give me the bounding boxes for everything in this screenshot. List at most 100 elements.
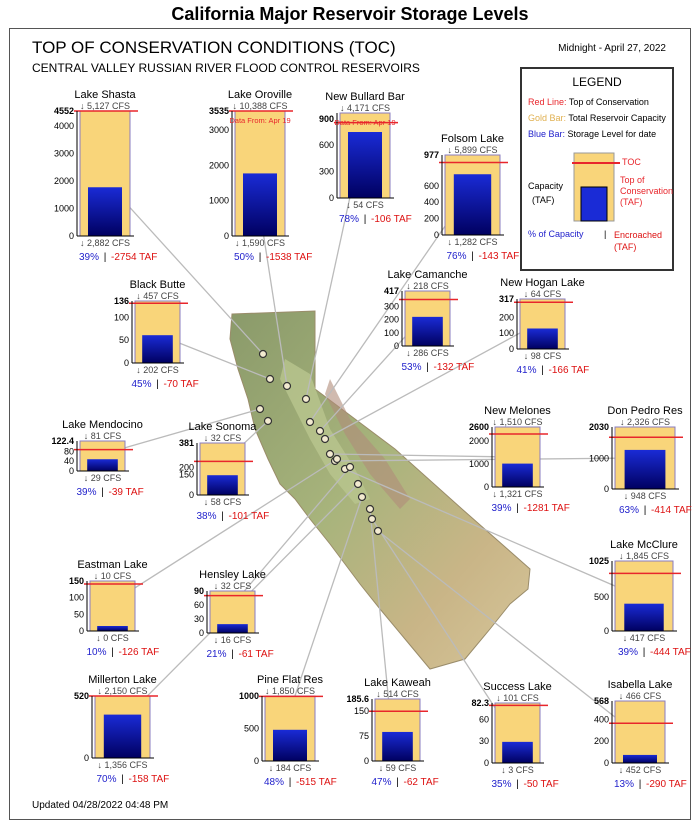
folsom-lake-separator: | [471,251,474,262]
lake-shasta-tick-label: 4552 [54,106,74,116]
don-pedro-res-pct-capacity: 63% [619,505,639,516]
lake-oroville-storage-bar [243,173,277,236]
eastman-lake-chart: Eastman Lake↓ 10 CFS 150 100 50 0 ↓ 0 CFS 10% |… [69,559,159,658]
legend-blue-bar-key: Blue Bar: [528,129,566,139]
lake-camanche-pct-capacity: 53% [401,362,421,373]
black-butte-outflow: ↓ 202 CFS [136,365,179,375]
lake-oroville-outflow: ↓ 1,590 CFS [235,238,285,248]
lake-shasta-outflow: ↓ 2,882 CFS [80,238,130,248]
new-melones-tick-label: 2600 [469,422,489,432]
eastman-lake-outflow: ↓ 0 CFS [96,633,129,643]
hensley-lake-tick-label: 30 [194,614,204,624]
lake-camanche-tick-label: 100 [384,328,399,338]
hensley-lake-separator: | [231,649,234,660]
success-lake-tick-label: 0 [484,758,489,768]
lake-shasta-tick-label: 0 [69,231,74,241]
legend: LEGEND Red Line: Top of Conservation Gol… [520,67,674,271]
success-lake-chart: Success Lake↓ 101 CFS 82.3 60 30 0 ↓ 3 CFS 35%… [471,681,558,790]
lake-sonoma-tick-label: 0 [189,490,194,500]
lake-shasta-tick-label: 2000 [54,176,74,186]
success-lake-outflow: ↓ 3 CFS [501,765,534,775]
isabella-lake-name: Isabella Lake [608,679,673,691]
folsom-lake-leader-line [309,194,468,423]
folsom-lake-storage-bar [453,174,492,235]
folsom-lake-map-marker [305,417,315,427]
eastman-lake-leader-line [106,458,338,607]
legend-capacity-label: Capacity [528,181,564,191]
folsom-lake-tick-label: 0 [434,230,439,240]
lake-sonoma-encroached: -101 TAF [229,511,270,522]
lake-sonoma-pct-capacity: 38% [196,511,216,522]
folsom-lake-outflow: ↓ 1,282 CFS [447,237,497,247]
eastman-lake-inflow: ↓ 10 CFS [94,571,132,581]
success-lake-separator: | [516,779,519,790]
lake-camanche-outflow: ↓ 286 CFS [406,348,449,358]
hensley-lake-pct-capacity: 21% [206,649,226,660]
legend-top-of-conservation: Top of Conservation (TAF) [620,175,674,207]
legend-red-line-key: Red Line: [528,97,567,107]
lake-camanche-storage-bar [412,316,443,346]
pine-flat-res-tick-label: 1000 [239,691,259,701]
report-date: Midnight - April 27, 2022 [558,43,666,54]
lake-oroville-tick-label: 1000 [209,196,229,206]
new-bullard-bar-inflow: ↓ 4,171 CFS [340,103,390,113]
millerton-lake-tick-label: 520 [74,691,89,701]
new-melones-outflow: ↓ 1,321 CFS [492,489,542,499]
hensley-lake-leader-line [226,466,351,613]
pine-flat-res-separator: | [289,777,292,788]
lake-kaweah-tick-label: 75 [359,731,369,741]
new-melones-separator: | [516,503,519,514]
new-hogan-lake-chart: New Hogan Lake↓ 64 CFS 317 200 100 0 ↓ 98 CFS… [499,277,589,376]
lake-oroville-tick-label: 2000 [209,160,229,170]
millerton-lake-inflow: ↓ 2,150 CFS [97,686,147,696]
updated-timestamp: Updated 04/28/2022 04:48 PM [32,800,169,811]
new-melones-tick-label: 0 [484,482,489,492]
lake-mcclure-outflow: ↓ 417 CFS [623,633,666,643]
lake-shasta-pct-capacity: 39% [79,252,99,263]
millerton-lake-separator: | [121,774,124,785]
isabella-lake-leader-line [377,530,635,733]
hensley-lake-chart: Hensley Lake↓ 32 CFS 90 60 30 0 ↓ 16 CFS 21% | -… [194,569,274,660]
lake-sonoma-storage-bar [207,475,238,495]
folsom-lake-tick-label: 977 [424,150,439,160]
black-butte-inflow: ↓ 457 CFS [136,291,179,301]
pine-flat-res-map-marker [357,492,367,502]
lake-shasta-tick-label: 4000 [54,121,74,131]
lake-mendocino-tick-label: 80 [64,446,74,456]
millerton-lake-chart: Millerton Lake↓ 2,150 CFS 520 0 ↓ 1,356 CFS… [74,674,169,785]
folsom-lake-tick-label: 400 [424,197,439,207]
lake-oroville-tick-label: 3000 [209,125,229,135]
lake-camanche-separator: | [426,362,429,373]
success-lake-name: Success Lake [483,681,551,693]
hensley-lake-name: Hensley Lake [199,569,266,581]
lake-mcclure-storage-bar [624,603,664,631]
new-bullard-bar-tick-label: 0 [329,193,334,203]
hensley-lake-map-marker [345,462,355,472]
new-bullard-bar-map-marker [301,394,311,404]
eastman-lake-name: Eastman Lake [77,559,147,571]
eastman-lake-capacity-bar [89,580,136,632]
lake-camanche-chart: Lake Camanche↓ 218 CFS 417 300 200 100 0 ↓ 286… [384,269,474,373]
lake-camanche-encroached: -132 TAF [434,362,475,373]
lake-oroville-data-note: Data From: Apr 19 [229,116,290,125]
new-hogan-lake-inflow: ↓ 64 CFS [524,289,562,299]
eastman-lake-tick-label: 150 [69,576,84,586]
success-lake-tick-label: 60 [479,714,489,724]
lake-kaweah-name: Lake Kaweah [364,677,431,689]
lake-shasta-storage-bar [88,187,122,236]
folsom-lake-tick-label: 200 [424,214,439,224]
isabella-lake-tick-label: 400 [594,714,609,724]
don-pedro-res-name: Don Pedro Res [607,405,683,417]
new-melones-encroached: -1281 TAF [524,503,570,514]
lake-sonoma-tick-label: 150 [179,470,194,480]
isabella-lake-chart: Isabella Lake↓ 466 CFS 568 400 200 0 ↓ 452 CF… [594,679,687,790]
isabella-lake-storage-bar [623,754,657,763]
lake-shasta-tick-label: 1000 [54,204,74,214]
lake-camanche-name: Lake Camanche [387,269,467,281]
pine-flat-res-tick-label: 0 [254,756,259,766]
new-bullard-bar-chart: New Bullard Bar↓ 4,171 CFS 900 600 300 0 Data… [319,91,412,225]
success-lake-storage-bar [502,741,533,763]
success-lake-encroached: -50 TAF [524,779,559,790]
pine-flat-res-leader-line [283,496,363,729]
isabella-lake-map-marker [373,526,383,536]
